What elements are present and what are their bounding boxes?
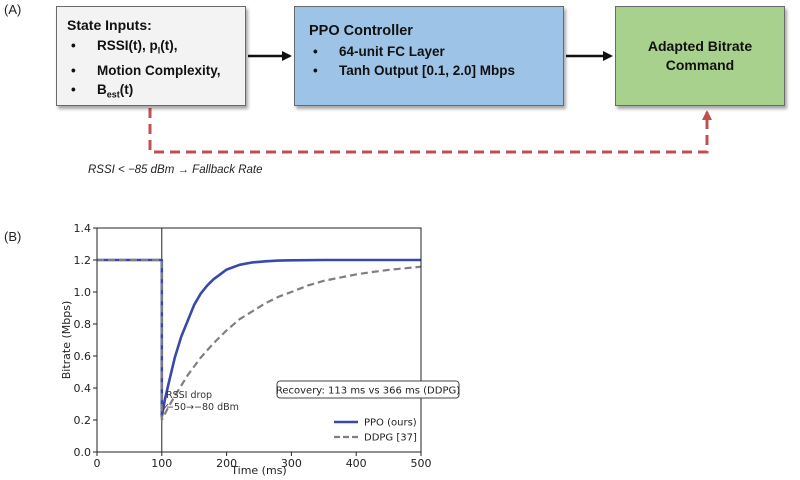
ppo-controller-title: PPO Controller [309,23,413,39]
y-tick-label: 1.0 [74,286,92,299]
state-input-item: Best(t) [67,80,245,105]
x-tick-label: 200 [216,457,237,470]
ppo-item: Tanh Output [0.1, 2.0] Mbps [309,61,563,80]
drop-annotation-line: RSSI drop [166,390,212,401]
recovery-annotation: Recovery: 113 ms vs 366 ms (DDPG) [276,386,460,397]
x-tick-label: 100 [151,457,172,470]
series-line-0 [97,258,421,419]
panel-b-label: (B) [4,229,22,244]
drop-annotation-pointer [162,403,169,411]
x-tick-label: 400 [346,457,367,470]
state-inputs-list: RSSI(t), pl(t), Motion Complexity, Best(… [67,36,245,104]
y-tick-label: 1.2 [74,254,92,267]
x-tick-label: 300 [281,457,302,470]
legend-label-1: DDPG [37] [364,433,417,444]
state-input-item: Motion Complexity, [67,61,245,80]
y-tick-label: 0.6 [74,350,92,363]
flow-arrows [148,51,712,154]
y-tick-label: 1.4 [74,222,92,235]
ppo-item: 64-unit FC Layer [309,42,563,61]
fallback-label: RSSI < −85 dBm → Fallback Rate [88,164,263,176]
ppo-controller-box: PPO Controller 64-unit FC Layer Tanh Out… [294,6,564,106]
state-inputs-box: State Inputs: RSSI(t), pl(t), Motion Com… [56,6,246,106]
bitrate-command-title: Adapted Bitrate Command [647,38,753,73]
y-tick-label: 0.8 [74,318,92,331]
series-line-1 [97,258,422,422]
state-input-item: RSSI(t), pl(t), [67,36,245,61]
state-inputs-title: State Inputs: [67,17,152,33]
drop-annotation-line: −50→−80 dBm [166,402,239,413]
x-tick-label: 0 [94,457,101,470]
fallback-arrow [148,108,712,154]
x-tick-label: 500 [411,457,432,470]
bitrate-command-box: Adapted Bitrate Command [615,6,785,106]
panel-a-label: (A) [4,2,22,17]
y-tick-label: 0.4 [74,382,92,395]
y-tick-label: 0.2 [74,414,92,427]
ppo-controller-list: 64-unit FC Layer Tanh Output [0.1, 2.0] … [309,42,563,80]
legend-label-0: PPO (ours) [364,418,417,429]
y-axis-label: Bitrate (Mbps) [60,301,73,380]
y-tick-label: 0.0 [74,446,92,459]
recovery-annotation-box [276,380,460,399]
plot-frame [96,227,422,453]
legend-box [330,412,417,444]
x-axis-label: Time (ms) [230,464,286,477]
